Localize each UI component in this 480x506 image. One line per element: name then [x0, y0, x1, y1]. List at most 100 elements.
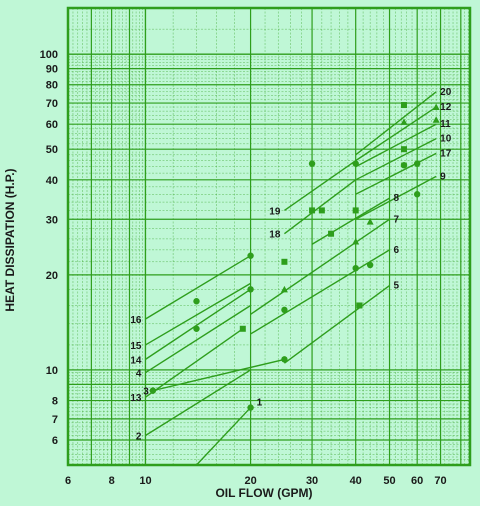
y-tick-label: 8 [52, 396, 58, 408]
series-marker-18 [309, 207, 316, 214]
series-line-19 [284, 160, 357, 211]
y-tick-label: 20 [46, 270, 58, 282]
series-marker-14 [247, 286, 254, 293]
series-label-6: 6 [394, 245, 400, 256]
series-label-2: 2 [136, 431, 142, 442]
y-tick-label: 70 [46, 98, 58, 110]
minor-grid [68, 7, 470, 465]
series-marker-8 [328, 230, 335, 237]
series-marker-6 [352, 264, 359, 272]
series-label-8: 8 [394, 193, 400, 204]
x-tick-label: 70 [434, 475, 446, 487]
series-marker-19 [352, 160, 359, 167]
series-marker-18 [281, 258, 288, 265]
x-tick-label: 8 [109, 475, 115, 487]
series-line-3 [152, 358, 285, 392]
y-tick-label: 30 [46, 214, 58, 226]
series-label-13: 13 [130, 393, 142, 404]
series-line-1 [195, 407, 252, 466]
series-label-14: 14 [130, 355, 142, 366]
y-tick-label: 40 [46, 175, 58, 187]
y-tick-label: 7 [52, 414, 58, 426]
x-tick-label: 6 [65, 475, 71, 487]
x-tick-label: 20 [244, 475, 256, 487]
series-marker-10 [400, 146, 407, 153]
series-marker-15 [193, 325, 200, 332]
series-label-10: 10 [440, 134, 452, 145]
series-line-2 [145, 369, 251, 437]
x-tick-label: 10 [139, 475, 151, 487]
plot-frame [66, 6, 472, 467]
series-marker-12 [400, 118, 408, 125]
y-tick-label: 6 [52, 435, 58, 447]
series-label-5: 5 [394, 281, 400, 292]
series-marker-16 [247, 252, 254, 259]
series-marker-6 [366, 261, 374, 269]
series-label-9: 9 [440, 171, 446, 182]
series-markers [149, 102, 440, 411]
y-tick-label: 10 [46, 365, 58, 377]
series-marker-6 [281, 306, 288, 314]
series-marker-8 [352, 207, 359, 214]
series-line-11 [355, 123, 437, 168]
x-tick-label: 40 [350, 475, 362, 487]
series-marker-18 [318, 207, 325, 214]
series-line-7 [250, 218, 390, 315]
series-marker-17 [400, 161, 408, 169]
series-marker-9 [413, 191, 421, 198]
series-label-7: 7 [394, 214, 400, 225]
y-tick-label: 80 [46, 80, 58, 92]
series-marker-3 [149, 387, 157, 394]
series-line-16 [145, 255, 251, 320]
y-tick-labels: 6 7 8 10 20 30 40 50 60 70 80 90 100 [40, 49, 58, 447]
series-line-4 [145, 304, 251, 374]
series-label-18: 18 [269, 230, 281, 241]
series-marker-5 [356, 302, 363, 309]
y-tick-label: 50 [46, 144, 58, 156]
x-axis-title: OIL FLOW (GPM) [215, 486, 312, 500]
x-tick-labels: 6 8 10 20 30 40 50 60 70 [65, 475, 447, 487]
series-line-18 [283, 179, 357, 235]
series-marker-16 [193, 298, 200, 305]
series-line-15 [145, 282, 251, 346]
series-marker-11 [432, 116, 440, 123]
series-label-3: 3 [143, 387, 149, 398]
y-axis-title: HEAT DISSIPATION (H.P.) [3, 168, 17, 311]
x-tick-label: 50 [383, 475, 395, 487]
series-line-10 [355, 138, 437, 181]
series-label-20: 20 [440, 87, 452, 98]
series-lines [145, 91, 437, 466]
series-marker-7 [352, 238, 360, 245]
series-label-19: 19 [269, 206, 281, 217]
series-marker-20 [400, 102, 407, 109]
series-marker-12 [432, 103, 440, 111]
series-marker-3 [281, 356, 288, 363]
major-grid [67, 8, 470, 466]
series-line-14 [145, 288, 251, 360]
series-marker-1 [247, 404, 254, 411]
series-line-5 [284, 285, 390, 364]
series-label-17: 17 [440, 148, 452, 159]
series-label-16: 16 [130, 315, 142, 326]
series-line-9 [355, 175, 437, 220]
series-line-20 [355, 91, 437, 156]
series-marker-7 [366, 218, 374, 225]
x-tick-label: 60 [411, 475, 423, 487]
y-tick-label: 90 [46, 64, 58, 76]
series-marker-19 [308, 160, 316, 167]
series-marker-13 [239, 325, 246, 332]
series-line-13 [145, 328, 244, 398]
series-marker-7 [280, 285, 288, 293]
series-label-11: 11 [440, 119, 451, 130]
series-label-4: 4 [136, 369, 142, 380]
series-label-12: 12 [440, 102, 452, 113]
series-label-15: 15 [130, 341, 142, 352]
x-tick-label: 30 [306, 475, 318, 487]
y-tick-label: 100 [40, 49, 58, 61]
series-label-1: 1 [257, 398, 263, 409]
series-line-12 [355, 106, 437, 162]
y-tick-label: 60 [46, 119, 58, 131]
